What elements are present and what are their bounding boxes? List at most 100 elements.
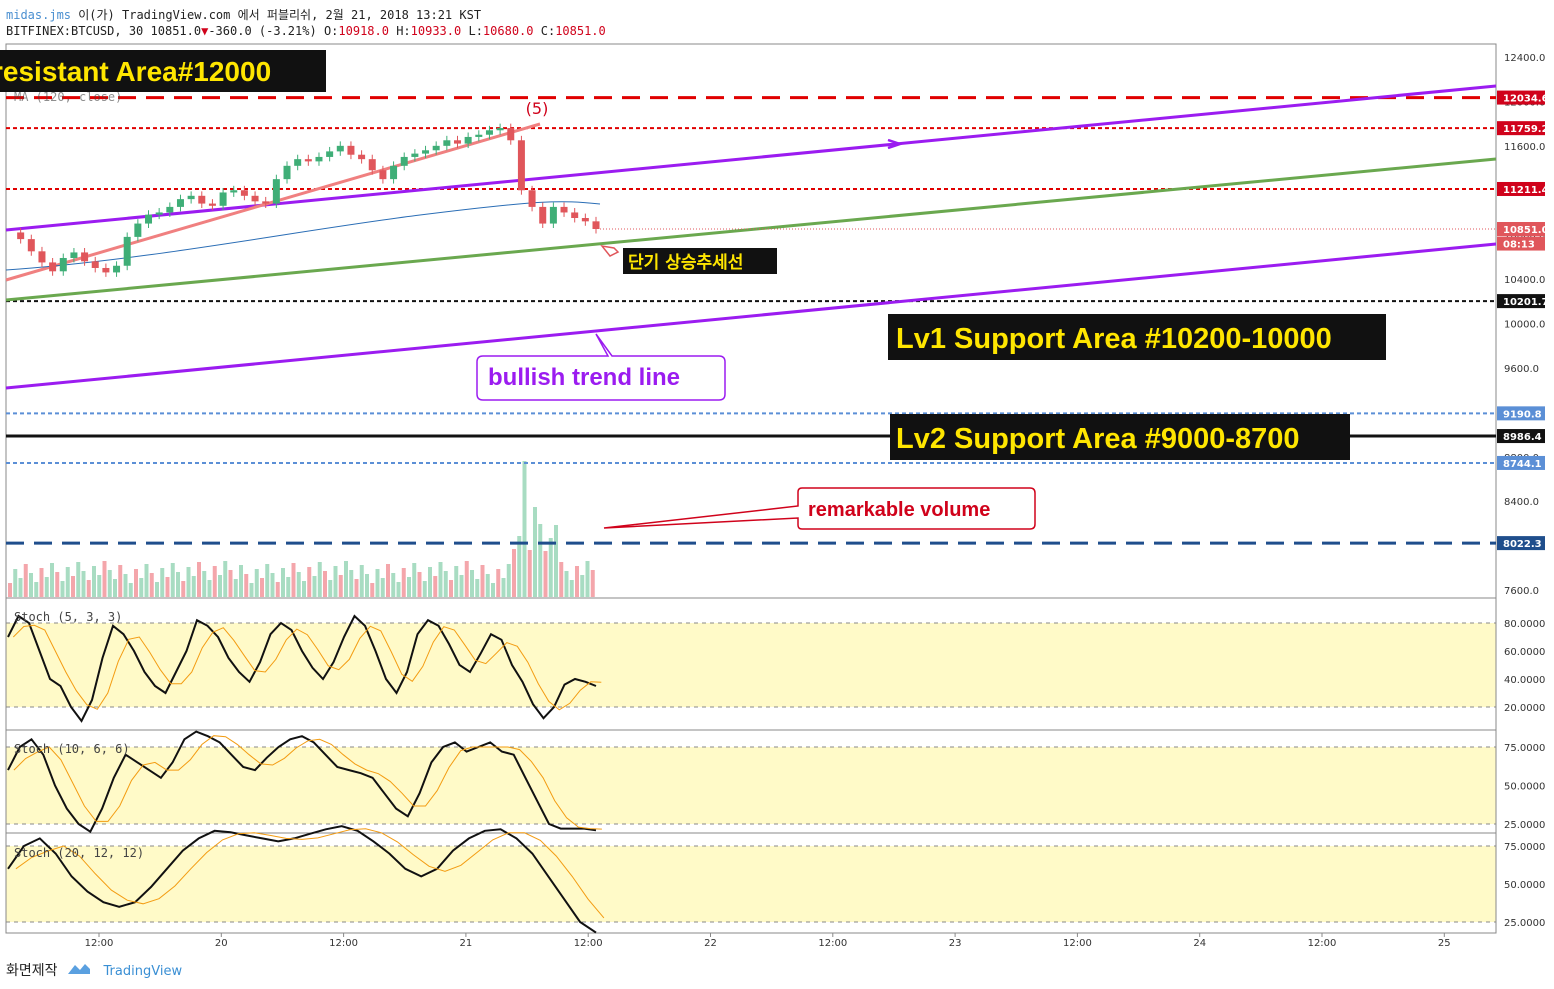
volume-bar: [86, 580, 91, 597]
price-tag-bg: [1497, 236, 1545, 251]
volume-bar: [260, 578, 264, 597]
author-link[interactable]: midas.jms: [6, 8, 72, 22]
price-tag: 10201.7: [1503, 297, 1549, 308]
volume-bar: [548, 538, 553, 597]
symbol: BITFINEX:BTCUSD, 30: [6, 24, 144, 38]
volume-bar: [407, 577, 411, 597]
price-tag: 12034.6: [1503, 94, 1549, 105]
volume-bar: [275, 582, 280, 597]
volume-bar: [254, 569, 259, 597]
stoch-d-line: [15, 828, 605, 919]
volume-bar: [13, 569, 18, 597]
volume-bar: [249, 583, 254, 597]
stoch-tick: 25.0000: [1504, 820, 1545, 831]
price-tag-bg: [1497, 294, 1545, 309]
resistant-label-bg: [0, 50, 326, 92]
volume-bar: [23, 564, 28, 597]
lv2-label: Lv2 Support Area #9000-8700: [896, 423, 1300, 455]
price-tag: 8986.4: [1503, 432, 1542, 443]
candle-body: [315, 156, 323, 162]
volume-bar: [92, 566, 96, 597]
volume-bar: [170, 563, 175, 597]
volume-bar: [149, 573, 154, 597]
stoch2-label: Stoch (10, 6, 6): [14, 742, 130, 756]
volume-bar: [202, 571, 207, 597]
stoch3-band: [6, 846, 1496, 922]
stoch-axis: 80.0000 60.0000 40.0000 20.0000 75.0000 50.00…: [1504, 619, 1545, 929]
stoch1-band: [6, 623, 1496, 707]
open-label: O:: [323, 24, 339, 38]
candle-body: [485, 130, 493, 135]
low-value: 10680.0: [482, 24, 534, 38]
tradingview-logo-icon: [67, 962, 90, 980]
time-tick: 22: [704, 938, 717, 949]
candle-body: [432, 145, 440, 151]
short-trend-label: 단기 상승추세선: [628, 253, 743, 273]
price-tag-bg: [1497, 536, 1545, 551]
volume-bar: [527, 550, 532, 597]
price-change: -360.0 (-3.21%): [208, 24, 317, 38]
volume-bar: [223, 561, 228, 597]
time-tick: 23: [949, 938, 962, 949]
volume-bar: [265, 564, 270, 597]
symbol-info: BITFINEX:BTCUSD, 30 10851.0▼-360.0 (-3.2…: [6, 24, 606, 38]
volume-bar: [333, 566, 338, 597]
volume-bar: [344, 561, 348, 597]
candle-body: [592, 221, 600, 230]
candle-body: [379, 170, 387, 180]
volume-bar: [228, 570, 233, 597]
price-tick: 10000.0: [1504, 320, 1545, 331]
stoch1-label: Stoch (5, 3, 3): [14, 610, 122, 624]
candle-body: [283, 165, 291, 180]
volume-bar: [480, 565, 485, 597]
time-tick: 12:00: [818, 938, 847, 949]
volume-bar: [580, 575, 585, 597]
volume-bar: [312, 576, 317, 597]
volume-bar: [155, 582, 159, 597]
volume-bar: [76, 562, 81, 597]
volume-bar: [328, 580, 333, 597]
candle-body: [145, 214, 153, 224]
candle-body: [507, 128, 515, 141]
time-tick: 12:00: [85, 938, 114, 949]
price-tag: 11211.4: [1503, 185, 1549, 196]
lv2-label-bg: [890, 414, 1350, 460]
volume-bar: [438, 562, 443, 597]
screenshot-label: 화면제작: [6, 963, 58, 979]
candle-body: [134, 223, 142, 237]
volume-bar: [107, 570, 112, 597]
candle-body: [464, 136, 472, 144]
volume-bar: [55, 572, 60, 597]
volume-bar: [517, 536, 522, 597]
tradingview-brand[interactable]: TradingView: [103, 964, 183, 979]
candle-body: [368, 159, 376, 171]
volume-bar: [422, 581, 427, 597]
candle-body: [326, 151, 334, 157]
high-label: H:: [396, 24, 411, 38]
volume-bar: [34, 582, 39, 597]
time-tick: 21: [460, 938, 473, 949]
publish-info: midas.jms 이(가) TradingView.com 에서 퍼블리쉬, …: [6, 6, 481, 23]
price-tick: 7600.0: [1504, 586, 1539, 597]
candle-body: [81, 252, 89, 262]
stoch-tick: 20.0000: [1504, 703, 1545, 714]
candle-body: [336, 145, 344, 152]
chart-canvas[interactable]: 12400.012000.011600.011200.010800.010400…: [0, 0, 1554, 960]
volume-bar: [50, 563, 54, 597]
candle-body: [549, 206, 557, 224]
volume-bar: [359, 565, 364, 597]
volume-bar: [29, 573, 33, 597]
candle-body: [517, 140, 525, 191]
stoch3-label: Stoch (20, 12, 12): [14, 846, 144, 860]
price-tick: 12400.0: [1504, 53, 1545, 64]
volume-bars: [8, 461, 595, 597]
volume-bar: [212, 566, 217, 597]
bullish-trend-line[interactable]: [5, 242, 1497, 390]
volume-bar: [102, 561, 107, 597]
stoch-tick: 75.0000: [1504, 743, 1545, 754]
volume-bar: [291, 563, 296, 597]
horizontal-levels: [6, 96, 1496, 545]
volume-bar: [401, 568, 406, 597]
price-tick: 9600.0: [1504, 364, 1539, 375]
candle-body: [496, 128, 504, 131]
